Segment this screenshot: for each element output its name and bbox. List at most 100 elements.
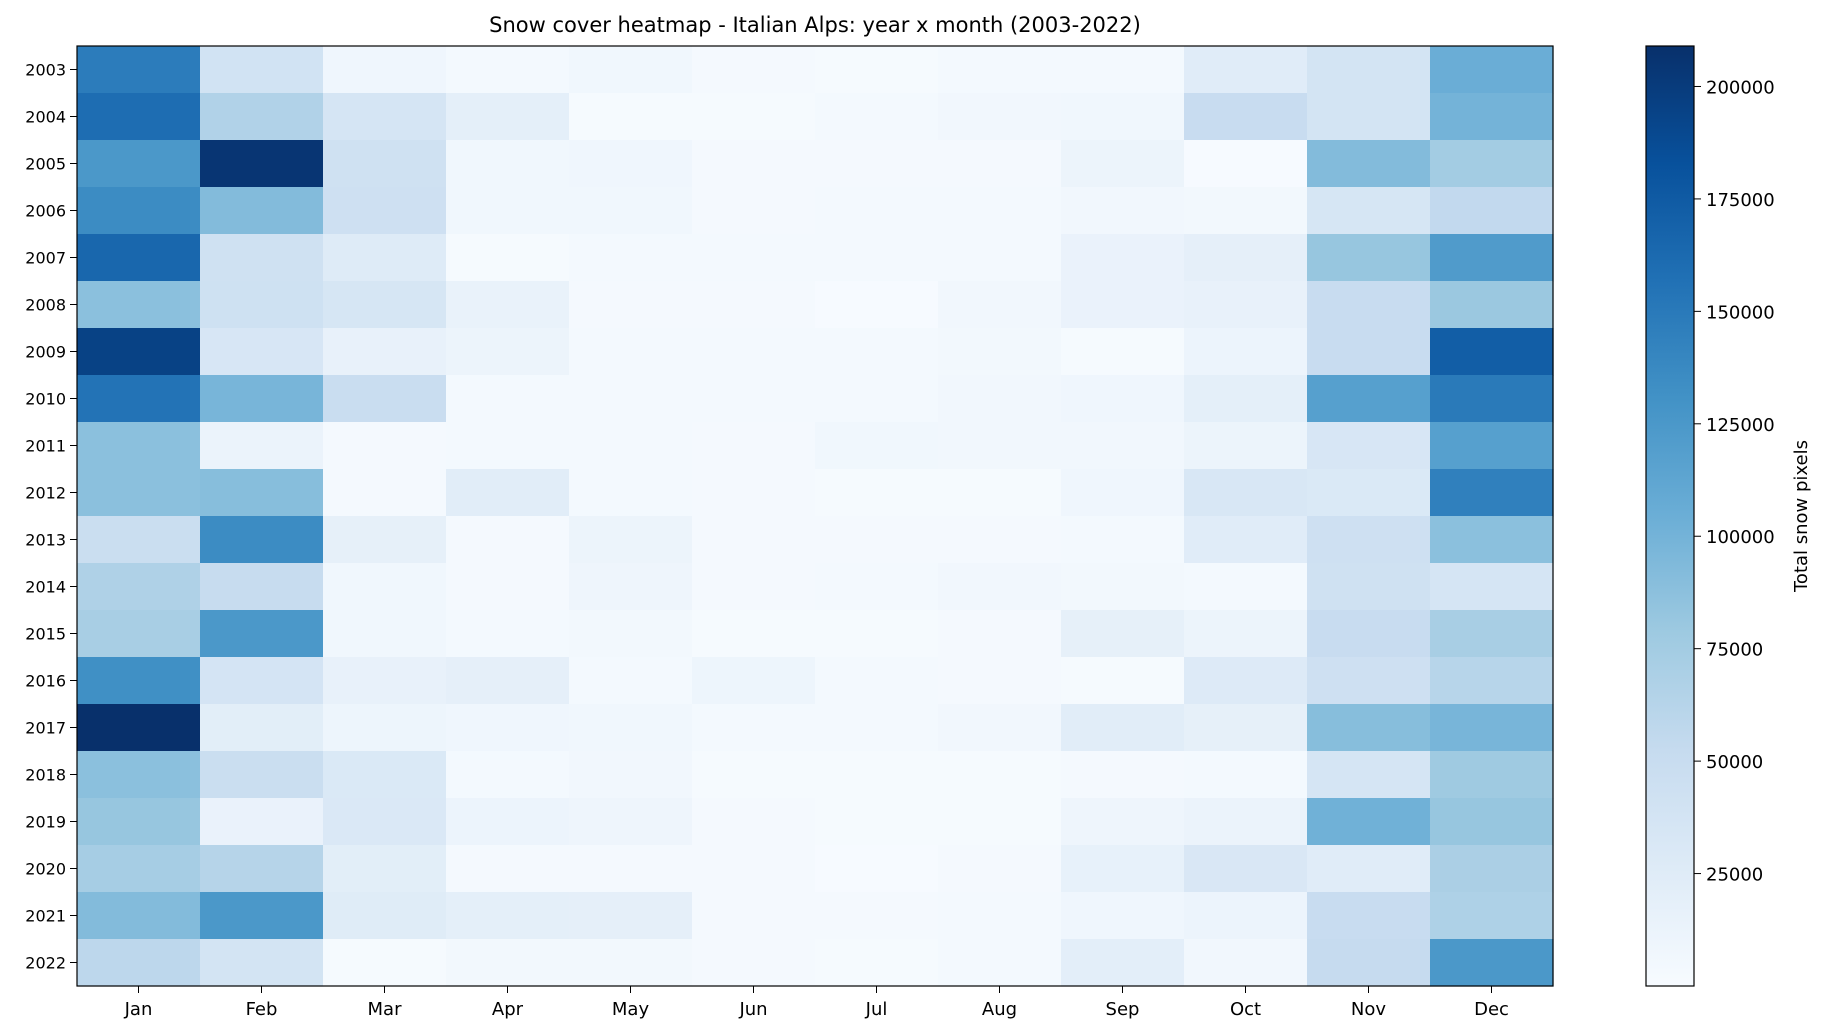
heatmap-cell-2008-nov bbox=[1307, 281, 1431, 329]
heatmap-cell-2015-apr bbox=[446, 610, 570, 658]
heatmap-cell-2017-aug bbox=[938, 704, 1062, 752]
heatmap-cell-2013-jun bbox=[692, 516, 816, 564]
heatmap-cell-2009-jun bbox=[692, 328, 816, 376]
heatmap-cell-2019-sep bbox=[1061, 798, 1185, 846]
heatmap-cell-2017-apr bbox=[446, 704, 570, 752]
heatmap-cell-2004-apr bbox=[446, 93, 570, 141]
heatmap-cell-2019-nov bbox=[1307, 798, 1431, 846]
x-tick-label: Mar bbox=[368, 999, 403, 1020]
heatmap-cell-2018-nov bbox=[1307, 751, 1431, 799]
heatmap-cell-2010-jun bbox=[692, 375, 816, 423]
heatmap-cell-2022-jan bbox=[77, 939, 201, 987]
heatmap-cell-2012-jun bbox=[692, 469, 816, 517]
y-tick-label: 2015 bbox=[25, 625, 66, 644]
heatmap-cell-2019-feb bbox=[200, 798, 324, 846]
heatmap-cell-2019-oct bbox=[1184, 798, 1308, 846]
x-tick-label: Oct bbox=[1230, 999, 1261, 1020]
heatmap-cell-2010-jul bbox=[815, 375, 939, 423]
heatmap-cell-2019-may bbox=[569, 798, 693, 846]
y-tick-label: 2013 bbox=[25, 531, 66, 550]
heatmap-cell-2007-may bbox=[569, 234, 693, 282]
heatmap-cell-2005-nov bbox=[1307, 140, 1431, 188]
heatmap-cell-2017-dec bbox=[1430, 704, 1554, 752]
heatmap-cell-2011-jan bbox=[77, 422, 201, 470]
heatmap-cell-2009-jul bbox=[815, 328, 939, 376]
heatmap-cell-2020-apr bbox=[446, 845, 570, 893]
heatmap-cell-2022-apr bbox=[446, 939, 570, 987]
heatmap-cells bbox=[77, 46, 1554, 987]
heatmap-cell-2014-jul bbox=[815, 563, 939, 611]
y-tick-label: 2005 bbox=[25, 155, 66, 174]
heatmap-cell-2005-oct bbox=[1184, 140, 1308, 188]
heatmap-cell-2003-mar bbox=[323, 46, 447, 94]
heatmap-cell-2010-dec bbox=[1430, 375, 1554, 423]
heatmap-cell-2014-aug bbox=[938, 563, 1062, 611]
y-tick-label: 2020 bbox=[25, 860, 66, 879]
heatmap-cell-2006-feb bbox=[200, 187, 324, 235]
heatmap-cell-2004-jan bbox=[77, 93, 201, 141]
y-tick-label: 2007 bbox=[25, 249, 66, 268]
heatmap-cell-2003-aug bbox=[938, 46, 1062, 94]
y-tick-label: 2012 bbox=[25, 484, 66, 503]
heatmap-cell-2006-mar bbox=[323, 187, 447, 235]
heatmap-cell-2004-mar bbox=[323, 93, 447, 141]
heatmap-cell-2006-jun bbox=[692, 187, 816, 235]
x-tick-label: Dec bbox=[1474, 999, 1509, 1020]
heatmap-cell-2022-sep bbox=[1061, 939, 1185, 987]
heatmap-cell-2016-aug bbox=[938, 657, 1062, 705]
heatmap-cell-2010-oct bbox=[1184, 375, 1308, 423]
heatmap-cell-2016-mar bbox=[323, 657, 447, 705]
y-axis: 2003 2004 2005 2006 2007 2008 2009 2010 2011 2012… bbox=[25, 61, 77, 973]
plot-frame bbox=[76, 45, 1554, 987]
heatmap-cell-2009-jan bbox=[77, 328, 201, 376]
heatmap-cell-2021-may bbox=[569, 892, 693, 940]
heatmap-cell-2021-jan bbox=[77, 892, 201, 940]
heatmap-cell-2015-jul bbox=[815, 610, 939, 658]
colorbar-tick-label: 175000 bbox=[1706, 190, 1775, 211]
heatmap-cell-2008-jul bbox=[815, 281, 939, 329]
heatmap-cell-2019-jun bbox=[692, 798, 816, 846]
heatmap-cell-2019-jan bbox=[77, 798, 201, 846]
heatmap-cell-2018-apr bbox=[446, 751, 570, 799]
colorbar-tick-label: 25000 bbox=[1706, 865, 1763, 886]
heatmap-cell-2017-nov bbox=[1307, 704, 1431, 752]
heatmap-cell-2017-jun bbox=[692, 704, 816, 752]
heatmap-cell-2008-apr bbox=[446, 281, 570, 329]
heatmap-cell-2007-nov bbox=[1307, 234, 1431, 282]
heatmap-cell-2009-sep bbox=[1061, 328, 1185, 376]
heatmap-cell-2008-dec bbox=[1430, 281, 1554, 329]
heatmap-cell-2015-may bbox=[569, 610, 693, 658]
heatmap-cell-2003-oct bbox=[1184, 46, 1308, 94]
heatmap-cell-2017-oct bbox=[1184, 704, 1308, 752]
heatmap-cell-2014-may bbox=[569, 563, 693, 611]
heatmap-cell-2003-feb bbox=[200, 46, 324, 94]
heatmap-cell-2010-sep bbox=[1061, 375, 1185, 423]
heatmap-cell-2006-may bbox=[569, 187, 693, 235]
heatmap-cell-2016-nov bbox=[1307, 657, 1431, 705]
heatmap-cell-2019-jul bbox=[815, 798, 939, 846]
colorbar-tick-label: 150000 bbox=[1706, 302, 1775, 323]
x-tick-label: Apr bbox=[492, 999, 524, 1020]
heatmap-cell-2010-jan bbox=[77, 375, 201, 423]
heatmap-cell-2008-aug bbox=[938, 281, 1062, 329]
heatmap-cell-2018-sep bbox=[1061, 751, 1185, 799]
heatmap-cell-2010-nov bbox=[1307, 375, 1431, 423]
heatmap-cell-2006-jul bbox=[815, 187, 939, 235]
heatmap-cell-2016-sep bbox=[1061, 657, 1185, 705]
heatmap-cell-2013-aug bbox=[938, 516, 1062, 564]
heatmap-cell-2021-apr bbox=[446, 892, 570, 940]
x-axis: Jan Feb Mar Apr May Jun Jul Aug Sep Oct Nov Dec bbox=[124, 986, 1509, 1020]
heatmap-cell-2011-sep bbox=[1061, 422, 1185, 470]
heatmap-cell-2003-jan bbox=[77, 46, 201, 94]
heatmap-cell-2008-oct bbox=[1184, 281, 1308, 329]
heatmap-cell-2017-jan bbox=[77, 704, 201, 752]
heatmap-cell-2007-jun bbox=[692, 234, 816, 282]
heatmap-cell-2016-feb bbox=[200, 657, 324, 705]
heatmap-cell-2008-feb bbox=[200, 281, 324, 329]
colorbar-ticks: 25000 50000 75000 100000 125000 150000 175000 2… bbox=[1694, 77, 1775, 886]
heatmap-cell-2013-jul bbox=[815, 516, 939, 564]
heatmap-cell-2009-apr bbox=[446, 328, 570, 376]
heatmap-cell-2009-may bbox=[569, 328, 693, 376]
heatmap-cell-2003-may bbox=[569, 46, 693, 94]
y-tick-label: 2006 bbox=[25, 202, 66, 221]
